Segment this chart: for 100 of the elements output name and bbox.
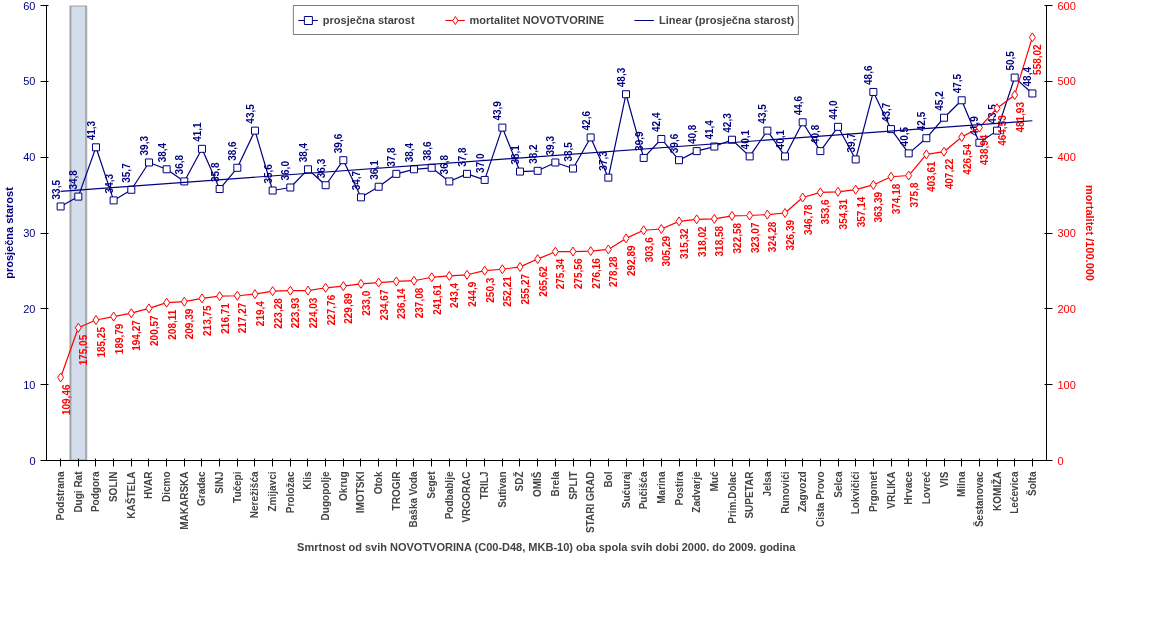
data-label: 426,54 [961,143,973,175]
data-label: 374,18 [891,183,903,215]
x-tick-label: Tučepi [231,471,243,503]
point [869,87,878,96]
data-label: 219,4 [254,300,266,327]
data-label: 40,8 [810,124,822,145]
x-tick-label: SDŽ [513,471,526,492]
point [56,202,65,211]
point [693,214,701,225]
data-label: 33,5 [50,179,62,200]
point [498,123,507,132]
data-label: 275,56 [573,258,584,290]
data-label: 292,89 [626,244,638,276]
data-label: 216,71 [219,302,231,334]
point [197,144,206,153]
point [516,167,524,176]
x-tick-label: Prgomet [867,470,879,513]
data-label: 236,14 [396,287,408,320]
data-label: 241,61 [431,283,443,315]
data-label: 38,2 [527,143,539,164]
x-tick-label: Muć [708,471,720,492]
point [375,277,383,288]
point [286,183,295,192]
x-tick-label: HVAR [143,470,155,500]
x-tick-label: Dicmo [161,471,173,503]
point [586,133,595,142]
data-label: 318,02 [696,225,708,257]
point [357,278,365,289]
point [887,171,895,182]
point [1028,89,1037,98]
point [869,179,877,190]
x-tick-label: Prim.Dolac [726,471,738,524]
y-tick-label: 50 [23,75,36,88]
x-axis-title: Smrtnost od svih NOVOTVORINA (C00-D48, MKB-10) oba spola svih dobi 2000. do 2009. godina [297,540,797,553]
point [710,213,718,224]
point [622,90,631,99]
point [91,143,100,152]
x-tick-label: Pučišća [638,471,650,510]
point [127,308,135,319]
data-label: 41,4 [704,119,716,140]
data-label: 36,3 [315,158,327,179]
point [569,164,577,173]
point [322,282,330,293]
data-label: 38,4 [297,142,309,163]
point [534,254,542,265]
data-label: 200,57 [148,314,160,346]
data-label: 39,6 [669,133,681,154]
x-tick-label: VRGORAC [461,471,473,523]
x-tick-label: Hrvace [903,471,915,505]
data-label: 407,22 [944,158,956,190]
point [233,290,241,301]
data-label: 233,0 [360,290,372,316]
data-label: 326,39 [785,219,797,251]
x-tick-label: SINJ [214,471,226,494]
data-label: 38,5 [563,141,574,162]
y-tick-label: 20 [23,302,36,315]
data-label: 403,61 [926,160,938,193]
point [957,96,966,105]
point [109,196,118,205]
x-tick-label: Postira [673,471,685,506]
point [1011,90,1019,101]
data-label: 42,4 [651,112,663,132]
data-label: 43,9 [492,100,504,121]
x-tick-label: SUPETAR [744,470,756,519]
data-label: 38,4 [403,142,415,163]
data-label: 275,34 [555,258,567,290]
data-label: 363,39 [873,191,885,223]
data-label: 42,5 [916,111,928,132]
point [356,193,365,202]
data-label: 44,6 [792,95,804,116]
data-label: 39,7 [845,132,857,153]
data-label: 41,3 [85,120,97,141]
data-label: 38,4 [156,142,168,163]
data-label: 217,27 [237,302,249,334]
y-tick-label: 0 [29,454,36,467]
data-label: 37,3 [598,150,610,171]
point [445,177,454,186]
x-tick-label: Podstrana [55,471,67,521]
point [692,147,701,156]
y2-tick-label: 200 [1057,302,1076,315]
point [763,126,772,135]
legend-label: Linear (prosječna starost) [659,14,795,26]
data-label: 243,4 [449,282,461,308]
x-tick-label: VRLIKA [885,471,897,509]
x-tick-label: Okrug [337,471,349,501]
y2-tick-label: 0 [1057,454,1064,467]
data-label: 36,1 [368,159,380,180]
point [675,216,683,227]
data-label: 303,6 [643,236,655,263]
data-label: 37,8 [386,146,398,167]
data-label: 48,6 [863,65,875,85]
data-label: 39,6 [333,133,345,154]
x-tick-label: SPLIT [567,471,579,500]
point [798,118,807,127]
x-tick-label: Zagvozd [797,471,809,513]
data-label: 185,25 [95,326,107,358]
point [481,265,489,276]
point [339,281,347,292]
x-tick-label: Cista Provo [814,471,826,528]
legend-label: prosječna starost [322,14,415,26]
